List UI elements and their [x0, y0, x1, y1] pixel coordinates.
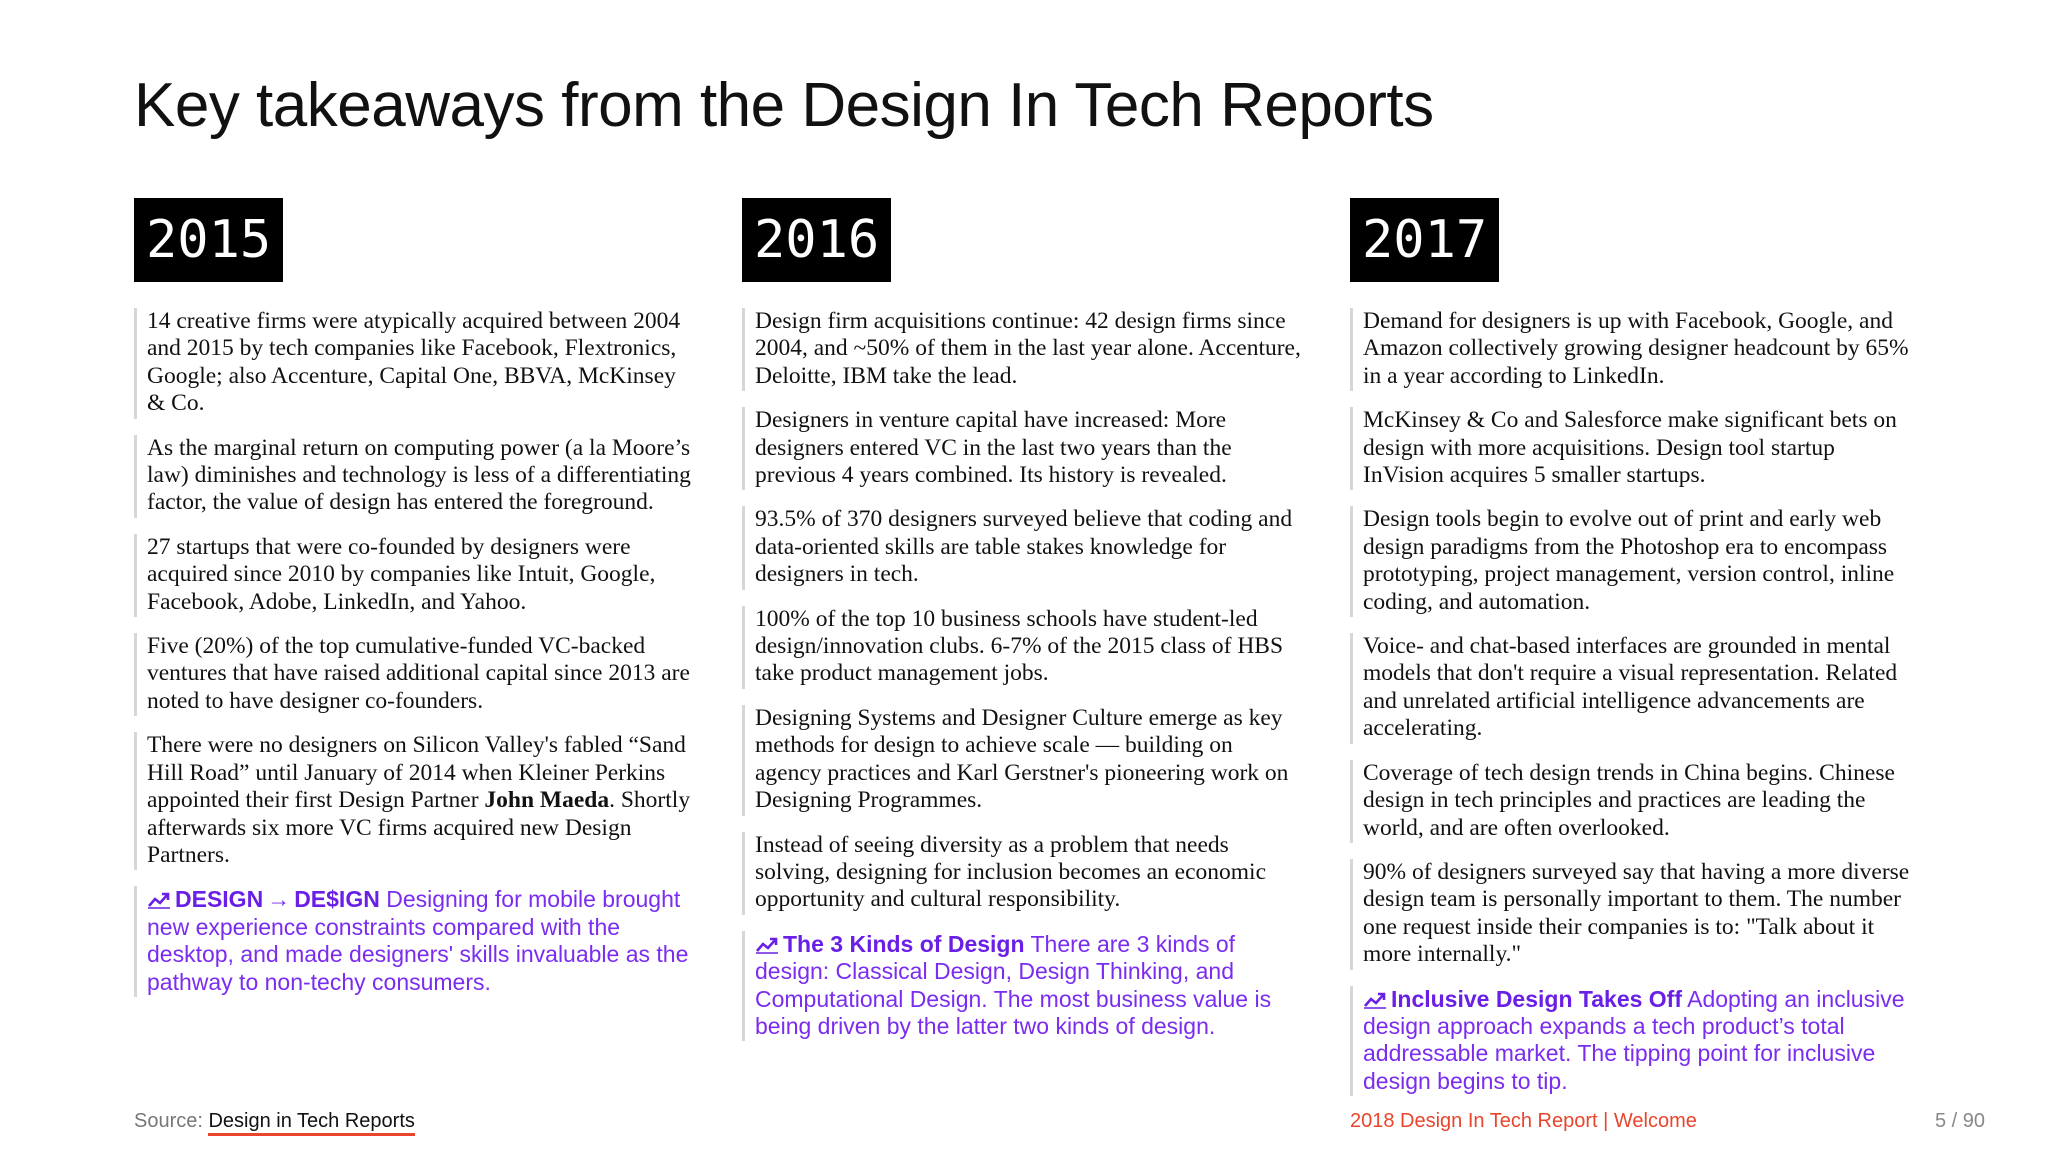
person-name: John Maeda [484, 787, 610, 814]
takeaway-item: Designing Systems and Designer Culture e… [742, 704, 1302, 816]
highlight-item[interactable]: DESIGN → DE$IGN Designing for mobile broug… [134, 886, 694, 997]
source-prefix: Source: [134, 1110, 209, 1132]
column-2016: 2016 Design firm acquisitions continue: … [742, 198, 1302, 1057]
trending-up-icon [1364, 992, 1386, 1009]
takeaway-item: 93.5% of 370 designers surveyed believe … [742, 506, 1302, 590]
takeaway-item: Five (20%) of the top cumulative-funded … [134, 633, 694, 717]
takeaway-item: 90% of designers surveyed say that havin… [1350, 858, 1910, 970]
column-2015: 2015 14 creative firms were atypically a… [134, 198, 694, 1013]
report-label[interactable]: 2018 Design In Tech Report | Welcome [1350, 1110, 1697, 1132]
year-badge: 2017 [1350, 198, 1500, 282]
takeaway-item: There were no designers on Silicon Valle… [134, 732, 694, 871]
takeaway-item: 27 startups that were co-founded by desi… [134, 533, 694, 618]
item-text: There were no designers on Silicon Valle… [147, 732, 686, 814]
takeaway-item: Voice- and chat-based interfaces are gro… [1350, 633, 1910, 744]
arrow-right-icon: → [267, 886, 291, 913]
highlight-title: Inclusive Design Takes Off [1391, 985, 1683, 1012]
highlight-title: The 3 Kinds of Design [783, 930, 1025, 957]
highlight-text: Adopting an inclusive design approach ex… [1363, 985, 1905, 1094]
takeaway-item: McKinsey & Co and Salesforce make signif… [1350, 407, 1910, 491]
highlight-item[interactable]: Inclusive Design Takes Off Adopting an i… [1350, 985, 1910, 1097]
takeaway-item: 100% of the top 10 business schools have… [742, 605, 1302, 689]
takeaway-item: Instead of seeing diversity as a problem… [742, 831, 1302, 915]
page-number: 5 / 90 [1935, 1110, 1986, 1132]
year-badge: 2015 [134, 198, 284, 282]
takeaway-item: Designers in venture capital have increa… [742, 407, 1302, 491]
takeaway-item: As the marginal return on computing powe… [134, 434, 694, 518]
highlight-text: Designing for mobile brought new experie… [147, 886, 689, 995]
source-link[interactable]: Design in Tech Reports [208, 1110, 415, 1136]
highlight-title: DESIGN [175, 886, 264, 913]
takeaway-item: Demand for designers is up with Facebook… [1350, 308, 1910, 392]
takeaway-item: 14 creative firms were atypically acquir… [134, 308, 694, 419]
trending-up-icon [148, 893, 170, 910]
takeaway-item: Design tools begin to evolve out of prin… [1350, 506, 1910, 618]
trending-up-icon [756, 937, 778, 954]
highlight-text: There are 3 kinds of design: Classical D… [755, 930, 1272, 1039]
takeaway-item: Coverage of tech design trends in China … [1350, 759, 1910, 843]
column-2017: 2017 Demand for designers is up with Fac… [1350, 198, 1910, 1112]
page-title: Key takeaways from the Design In Tech Re… [134, 71, 1434, 140]
takeaway-item: Design firm acquisitions continue: 42 de… [742, 308, 1302, 392]
source-label: Source: Design in Tech Reports [134, 1110, 415, 1136]
highlight-title: DE$IGN [294, 886, 380, 913]
highlight-item[interactable]: The 3 Kinds of Design There are 3 kinds … [742, 930, 1302, 1042]
item-text: . Shortly afterwards six more VC firms a… [147, 787, 691, 868]
year-badge: 2016 [742, 198, 892, 282]
